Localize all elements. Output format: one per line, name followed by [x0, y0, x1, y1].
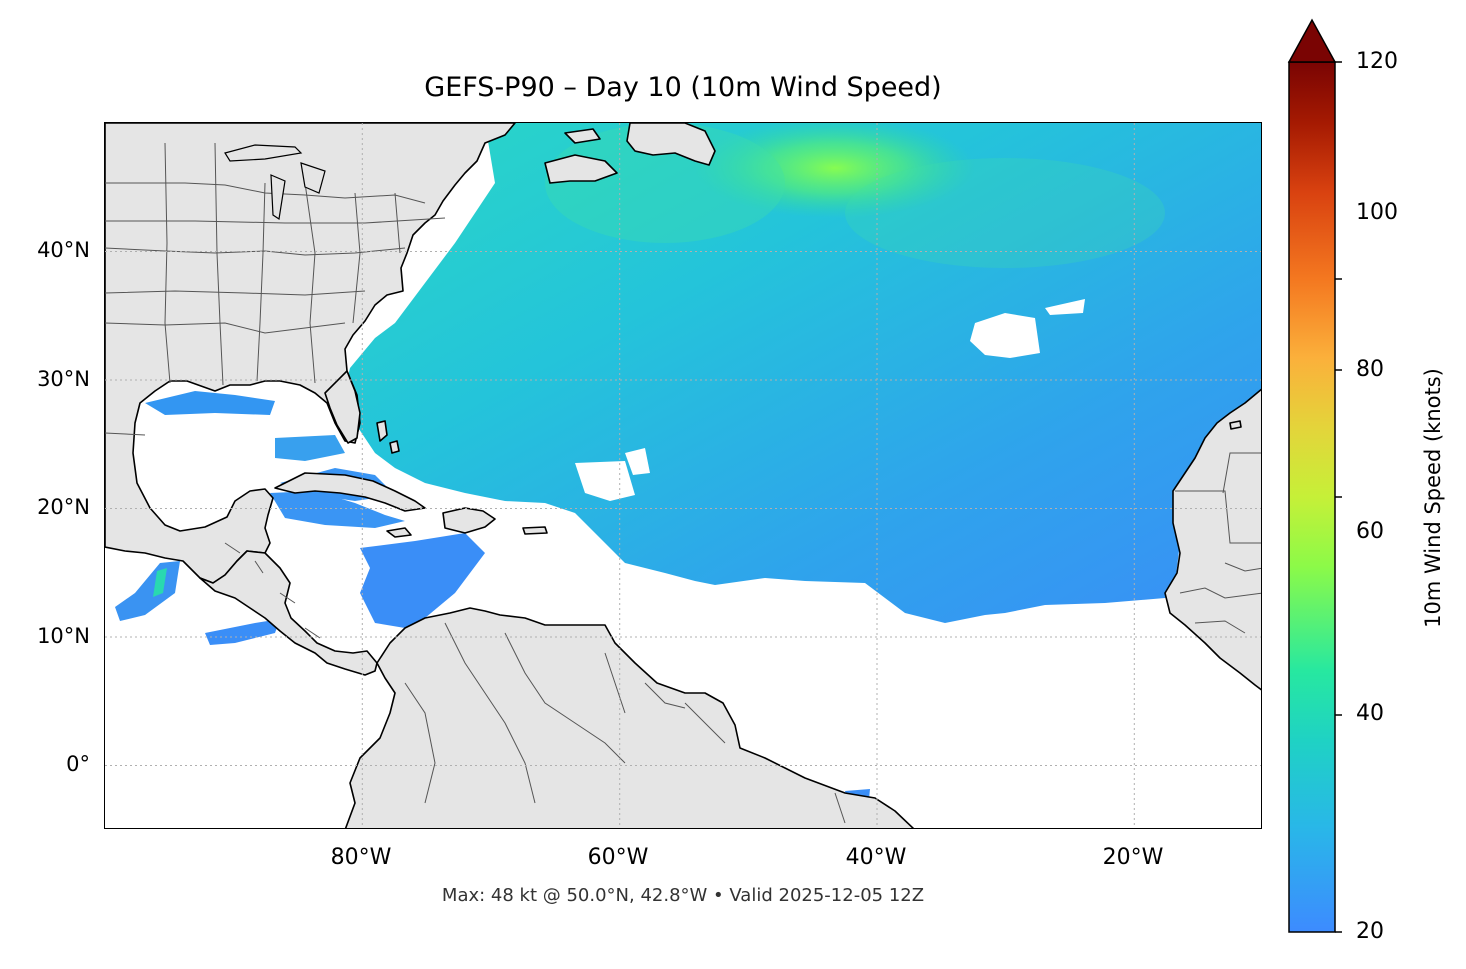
lon-label-20w: 20°W	[1102, 845, 1164, 870]
colorbar-tick-20: 20	[1356, 919, 1384, 944]
colorbar-label: 10m Wind Speed (knots)	[1421, 368, 1445, 628]
max-valid-footnote: Max: 48 kt @ 50.0°N, 42.8°W • Valid 2025…	[441, 885, 925, 906]
lakes	[224, 144, 326, 221]
colorbar-tick-120: 120	[1356, 49, 1398, 74]
colorbar-tick-60: 60	[1356, 519, 1384, 544]
lat-label-40n: 40°N	[37, 238, 90, 262]
map-panel[interactable]	[104, 122, 1262, 829]
state-borders	[105, 142, 1261, 824]
colorbar-tick-40: 40	[1356, 701, 1384, 726]
colorbar-extend-arrow	[1287, 18, 1337, 63]
lat-label-20n: 20°N	[37, 495, 90, 519]
colorbar-gradient	[1288, 61, 1336, 933]
lon-label-60w: 60°W	[587, 845, 649, 870]
colorbar	[1285, 18, 1345, 934]
chart-title: GEFS-P90 – Day 10 (10m Wind Speed)	[424, 72, 942, 103]
map-svg	[105, 123, 1261, 828]
wind-field	[115, 123, 1261, 799]
land-masses	[105, 123, 1261, 828]
lon-label-80w: 80°W	[330, 845, 392, 870]
colorbar-tick-80: 80	[1356, 357, 1384, 382]
lat-label-0: 0°	[66, 752, 90, 776]
lon-label-40w: 40°W	[845, 845, 907, 870]
colorbar-tick-100: 100	[1356, 200, 1398, 225]
lat-label-30n: 30°N	[37, 367, 90, 391]
graticule	[105, 123, 1261, 828]
colorbar-svg	[1287, 18, 1342, 933]
lat-label-10n: 10°N	[37, 624, 90, 648]
